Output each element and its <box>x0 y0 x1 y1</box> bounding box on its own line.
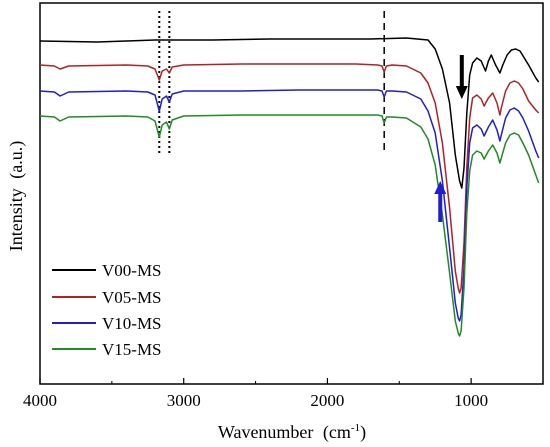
x-axis-ticks: 4000 3000 2000 1000 <box>23 378 544 410</box>
reference-lines <box>158 11 385 153</box>
x-axis-label-unit-sup: -1 <box>351 422 360 434</box>
x-axis-label-main: Wavenumber <box>218 422 314 442</box>
legend-item-v05-ms: V05-MS <box>52 288 162 307</box>
series-line-v00-ms <box>39 37 540 189</box>
x-axis-label-unit-open: (cm <box>323 422 351 443</box>
legend-label: V05-MS <box>102 288 162 307</box>
legend-label: V15-MS <box>102 340 162 359</box>
series-line-v10-ms <box>39 89 540 322</box>
x-tick-label-4000: 4000 <box>23 391 57 410</box>
x-axis-label-unit-close: ) <box>360 422 366 443</box>
y-axis-label-unit: (a.u.) <box>6 141 27 179</box>
arrow-down-icon <box>455 55 468 99</box>
x-axis-label: Wavenumber (cm-1) <box>218 422 366 443</box>
annotation-arrows <box>434 55 468 222</box>
series-line-v05-ms <box>39 63 540 294</box>
legend-item-v15-ms: V15-MS <box>52 340 162 359</box>
legend-item-v10-ms: V10-MS <box>52 314 162 333</box>
legend: V00-MS V05-MS V10-MS V15-MS <box>52 261 162 359</box>
arrow-up-icon <box>434 181 447 222</box>
legend-item-v00-ms: V00-MS <box>52 261 162 280</box>
legend-label: V10-MS <box>102 314 162 333</box>
x-tick-label-3000: 3000 <box>167 391 201 410</box>
plot-frame <box>39 2 544 385</box>
x-tick-label-1000: 1000 <box>454 391 488 410</box>
legend-label: V00-MS <box>102 261 162 280</box>
series-lines <box>39 37 540 337</box>
series-line-v15-ms <box>39 114 540 337</box>
y-axis-label: Intensity (a.u.) <box>6 141 27 251</box>
x-tick-label-2000: 2000 <box>310 391 344 410</box>
y-axis-label-main: Intensity <box>6 188 26 251</box>
